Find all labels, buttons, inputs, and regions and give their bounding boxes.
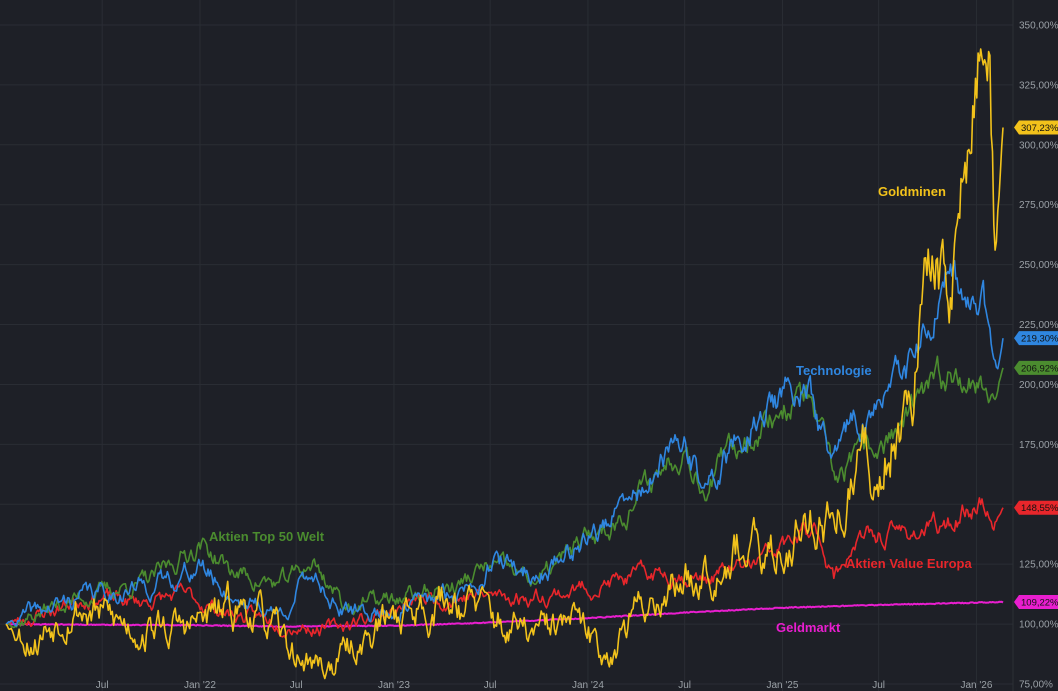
x-tick-label: Jan '23 — [378, 680, 410, 691]
grid-lines — [0, 0, 1013, 691]
x-tick-label: Jul — [484, 680, 497, 691]
y-tick-label: 75,00% — [1019, 680, 1053, 691]
y-tick-label: 175,00% — [1019, 440, 1058, 451]
x-tick-label: Jul — [290, 680, 303, 691]
last-value-tag: 219,30% — [1014, 331, 1058, 346]
y-tick-label: 100,00% — [1019, 620, 1058, 631]
last-value-tags: 109,22% 148,55% 206,92% 219,30% 307,23% — [1014, 120, 1058, 609]
y-tick-label: 225,00% — [1019, 320, 1058, 331]
x-tick-label: Jul — [96, 680, 109, 691]
series-line-technologie — [5, 259, 1004, 627]
y-tick-label: 300,00% — [1019, 140, 1058, 151]
last-value-tag: 206,92% — [1014, 360, 1058, 375]
y-tick-label: 125,00% — [1019, 560, 1058, 571]
last-value-tag: 148,55% — [1014, 500, 1058, 515]
last-value-tag-box — [1014, 331, 1058, 346]
last-value-tag-box — [1014, 500, 1058, 515]
last-value-tag-box — [1014, 120, 1058, 135]
y-tick-label: 250,00% — [1019, 260, 1058, 271]
x-tick-label: Jan '22 — [184, 680, 216, 691]
y-tick-label: 350,00% — [1019, 20, 1058, 31]
last-value-tag-text: 109,22% — [1021, 597, 1058, 608]
last-value-tag: 109,22% — [1014, 594, 1058, 609]
y-tick-label: 325,00% — [1019, 80, 1058, 91]
series-line-goldminen — [5, 48, 1004, 680]
x-tick-label: Jan '24 — [572, 680, 604, 691]
x-tick-label: Jul — [678, 680, 691, 691]
label-goldminen: Goldminen — [878, 184, 946, 199]
x-tick-label: Jan '26 — [960, 680, 992, 691]
y-tick-label: 200,00% — [1019, 380, 1058, 391]
series-line-aktien-value-europa — [5, 497, 1004, 639]
last-value-tag-box — [1014, 594, 1058, 609]
label-geldmarkt: Geldmarkt — [776, 620, 841, 635]
x-tick-label: Jan '25 — [766, 680, 798, 691]
last-value-tag: 307,23% — [1014, 120, 1058, 135]
label-aktien-top-50-welt: Aktien Top 50 Welt — [209, 529, 325, 544]
last-value-tag-text: 307,23% — [1021, 123, 1058, 134]
y-tick-label: 275,00% — [1019, 200, 1058, 211]
x-axis: Jul Jan '22 Jul Jan '23 Jul Jan '24 Jul Jan '25… — [96, 680, 993, 691]
label-technologie: Technologie — [796, 363, 872, 378]
last-value-tag-text: 148,55% — [1021, 503, 1058, 514]
series-labels: Goldminen Technologie Aktien Top 50 Welt… — [209, 184, 972, 635]
x-tick-label: Jul — [872, 680, 885, 691]
last-value-tag-box — [1014, 360, 1058, 375]
last-value-tag-text: 219,30% — [1021, 334, 1058, 345]
series-lines — [5, 48, 1004, 680]
label-aktien-value-europa: Aktien Value Europa — [846, 556, 972, 571]
y-axis: 75,00%100,00%125,00%150,00%175,00%200,00… — [1012, 0, 1058, 691]
last-value-tag-text: 206,92% — [1021, 363, 1058, 374]
